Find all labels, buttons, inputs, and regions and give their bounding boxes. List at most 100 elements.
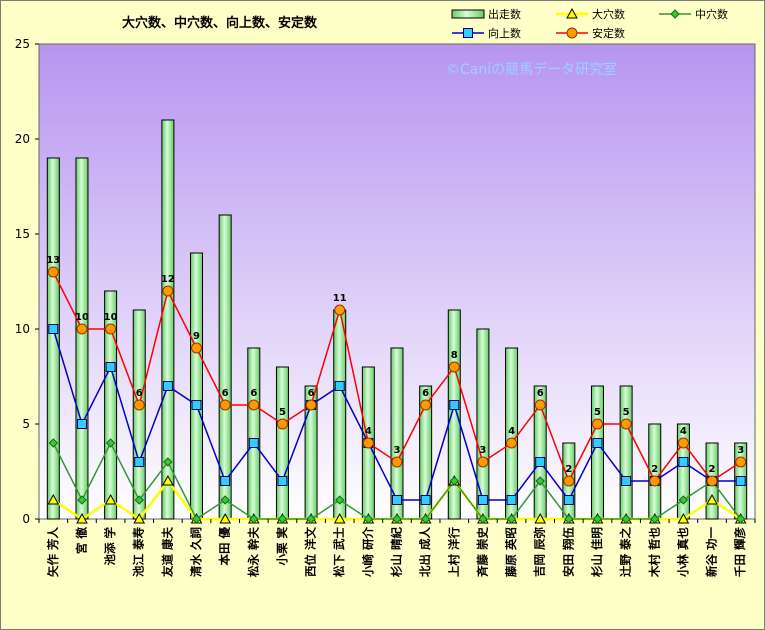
x-tick-label-19: 杉山 佳明 — [590, 527, 604, 577]
point-daiana-17 — [534, 512, 547, 524]
x-tick-label-16: 藤原 英昭 — [504, 527, 518, 577]
point-antei-15 — [477, 456, 489, 468]
data-label-5: 9 — [193, 331, 200, 342]
x-tick-label-22: 小林 真也 — [676, 527, 690, 579]
point-chuana-12 — [392, 514, 402, 524]
legend-kojo-label: 向上数 — [488, 26, 521, 40]
point-chuana-5 — [191, 514, 202, 524]
y-tick-label-0: 0 — [22, 512, 30, 526]
bar-12 — [390, 347, 404, 520]
point-chuana-0 — [48, 438, 59, 448]
bar-10 — [333, 309, 347, 520]
point-kojo-1 — [76, 419, 87, 429]
point-chuana-21 — [650, 514, 660, 524]
legend-chuana-marker — [670, 9, 680, 19]
bar-0 — [46, 157, 60, 520]
point-chuana-8 — [277, 514, 288, 524]
data-label-14: 8 — [451, 350, 458, 361]
bar-4 — [161, 119, 175, 520]
point-antei-12 — [391, 456, 403, 468]
point-antei-1 — [76, 323, 88, 335]
point-antei-16 — [506, 437, 518, 449]
data-label-12: 3 — [394, 445, 401, 456]
data-label-10: 11 — [333, 293, 347, 304]
bar-6 — [218, 214, 232, 520]
point-chuana-7 — [249, 514, 259, 524]
y-tick-label-2: 10 — [15, 322, 30, 336]
x-tick-label-24: 千田 輝彦 — [733, 527, 747, 578]
x-tick-label-18: 安田 翔伍 — [561, 526, 575, 577]
x-tick-label-0: 矢作 芳人 — [46, 526, 60, 577]
point-daiana-0 — [47, 493, 60, 505]
data-label-19: 5 — [594, 407, 601, 418]
point-daiana-3 — [133, 512, 146, 524]
point-antei-7 — [248, 399, 260, 411]
data-label-1: 10 — [75, 312, 89, 323]
point-antei-5 — [191, 342, 203, 354]
y-tick-label-4: 20 — [15, 132, 30, 146]
x-tick-label-6: 本田 優 — [218, 527, 232, 566]
watermark: ©Caniの競馬データ研究室 — [446, 61, 617, 78]
data-label-16: 4 — [508, 426, 515, 437]
point-antei-4 — [162, 285, 174, 297]
point-chuana-11 — [363, 514, 374, 524]
point-antei-14 — [448, 361, 460, 373]
point-kojo-10 — [334, 381, 345, 391]
y-tick-label-5: 25 — [15, 37, 30, 51]
data-label-3: 6 — [136, 388, 143, 399]
bar-8 — [275, 366, 289, 520]
bar-3 — [132, 309, 146, 520]
x-tick-label-21: 木村 哲也 — [647, 527, 661, 579]
point-antei-22 — [677, 437, 689, 449]
point-antei-21 — [649, 475, 661, 487]
x-tick-label-10: 松下 武士 — [332, 526, 346, 577]
point-kojo-3 — [134, 457, 145, 467]
point-antei-6 — [219, 399, 231, 411]
point-antei-13 — [420, 399, 432, 411]
point-antei-24 — [735, 456, 747, 468]
point-kojo-4 — [162, 381, 173, 391]
point-kojo-6 — [220, 476, 231, 486]
bar-14 — [447, 309, 461, 520]
point-antei-9 — [305, 399, 317, 411]
legend-chuana-label: 中穴数 — [695, 7, 728, 21]
point-daiana-1 — [76, 512, 88, 524]
data-label-13: 6 — [422, 388, 429, 399]
point-kojo-20 — [621, 476, 632, 486]
legend-kojo-marker — [463, 28, 473, 38]
data-label-18: 2 — [565, 464, 572, 475]
x-tick-label-15: 斉藤 崇史 — [475, 526, 489, 577]
point-chuana-16 — [506, 514, 517, 524]
point-kojo-5 — [191, 400, 202, 410]
x-tick-label-2: 池添 学 — [103, 527, 117, 566]
data-label-8: 5 — [279, 407, 286, 418]
point-kojo-8 — [277, 476, 288, 486]
point-kojo-15 — [477, 495, 488, 505]
point-chuana-24 — [735, 514, 746, 524]
data-label-6: 6 — [222, 388, 229, 399]
x-tick-label-5: 清水 久詞 — [189, 527, 203, 577]
chart-title: 大穴数、中穴数、向上数、安定数 — [122, 15, 318, 31]
data-label-15: 3 — [479, 445, 486, 456]
point-daiana-22 — [677, 512, 690, 524]
bar-1 — [75, 157, 89, 520]
point-daiana-2 — [104, 493, 117, 505]
x-tick-label-11: 小崎 研介 — [361, 527, 375, 579]
point-daiana-6 — [219, 512, 232, 524]
point-kojo-14 — [449, 400, 460, 410]
data-label-2: 10 — [104, 312, 118, 323]
point-antei-23 — [706, 475, 718, 487]
legend-daiana-marker — [566, 7, 578, 19]
bar-5 — [190, 252, 204, 520]
x-tick-label-13: 北出 成人 — [418, 526, 432, 577]
point-chuana-20 — [621, 514, 631, 524]
point-chuana-6 — [220, 495, 230, 505]
data-label-11: 4 — [365, 426, 372, 437]
point-chuana-15 — [478, 514, 488, 524]
y-tick-label-1: 5 — [22, 417, 30, 431]
data-label-20: 5 — [623, 407, 630, 418]
x-tick-label-4: 友道 康夫 — [160, 527, 174, 578]
x-tick-label-7: 松永 幹夫 — [246, 527, 260, 578]
legend-bar-swatch — [451, 9, 485, 19]
point-daiana-10 — [333, 512, 346, 524]
